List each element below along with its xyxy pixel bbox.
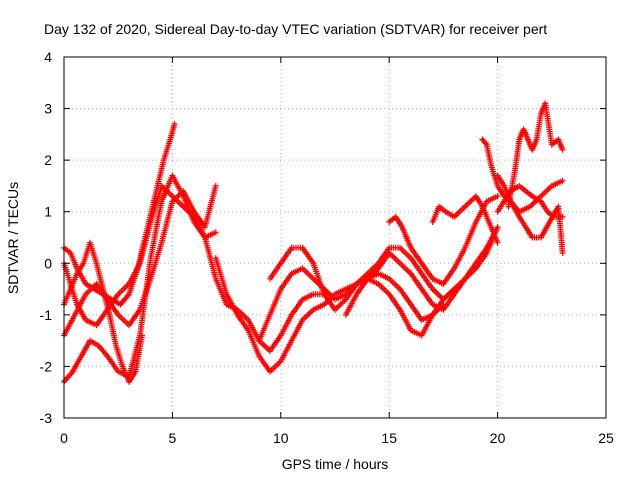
x-axis: 0 5 10 15 20 25 [60,57,614,446]
data-point [494,193,501,200]
series-track-9 [342,224,501,318]
y-tick-label: -3 [40,410,53,426]
x-tick-label: 15 [381,430,397,446]
y-tick-label: 4 [44,49,52,65]
series-track-4 [61,182,219,339]
data-point [559,250,566,256]
x-tick-label: 20 [490,430,506,446]
series-track-11 [429,193,501,246]
series-track-8 [267,244,458,313]
y-tick-label: -2 [40,358,53,374]
x-tick-label: 0 [60,430,68,446]
chart-title: Day 132 of 2020, Sidereal Day-to-day VTE… [44,21,547,37]
data-point [482,140,489,147]
data-point [212,182,219,189]
data-point [559,177,566,184]
data-point [559,146,566,153]
series-track-12 [479,136,566,215]
x-axis-label: GPS time / hours [282,456,389,472]
y-axis-label: SDTVAR / TECUs [5,182,21,294]
y-tick-label: 2 [44,152,52,168]
y-tick-label: -1 [40,307,53,323]
series-track-15 [494,172,566,256]
y-tick-label: 3 [44,101,52,117]
series-track-5 [61,239,145,385]
x-tick-label: 25 [598,430,614,446]
series-track-14 [505,100,566,210]
y-tick-label: 0 [44,255,52,271]
series-track-10 [386,193,501,287]
data-point [139,332,145,339]
plot-frame [63,56,607,419]
data-point [212,229,219,236]
x-tick-label: 10 [273,430,289,446]
data-points [61,100,566,385]
x-tick-label: 5 [169,430,177,446]
data-point [494,224,501,231]
y-axis: -3 -2 -1 0 1 2 3 4 [40,49,606,426]
series-track-2 [61,172,219,385]
y-tick-label: 1 [44,204,52,220]
data-point [494,239,501,246]
data-point [171,121,178,127]
